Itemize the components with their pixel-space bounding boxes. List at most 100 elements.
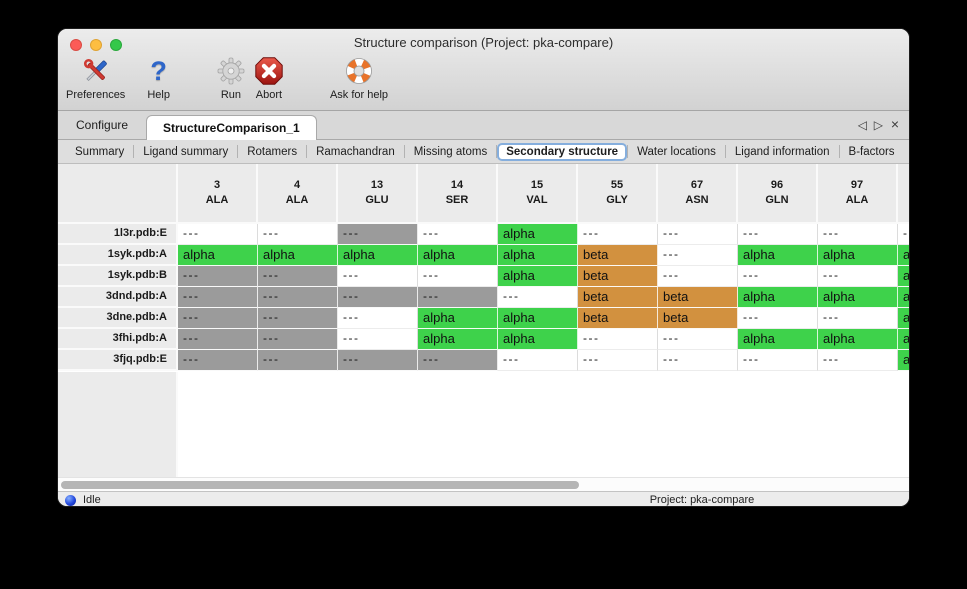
cell-blank[interactable]: ---	[578, 224, 658, 245]
cell-alpha[interactable]: alpha	[898, 287, 909, 308]
cell-alpha[interactable]: alpha	[738, 245, 818, 266]
cell-blank[interactable]: ---	[418, 224, 498, 245]
cell-alpha[interactable]: alpha	[418, 245, 498, 266]
horizontal-scrollbar-thumb[interactable]	[61, 481, 579, 489]
cell-missing[interactable]: ---	[178, 329, 258, 350]
subtab-ligand-summary[interactable]: Ligand summary	[143, 145, 229, 158]
cell-alpha[interactable]: alpha	[498, 308, 578, 329]
cell-alpha[interactable]: alpha	[898, 350, 909, 371]
cell-blank[interactable]: ---	[818, 350, 898, 371]
cell-alpha[interactable]: alpha	[498, 329, 578, 350]
cell-blank[interactable]: ---	[338, 329, 418, 350]
cell-blank[interactable]: ---	[338, 266, 418, 287]
minimize-window-button[interactable]	[90, 39, 102, 51]
cell-missing[interactable]: ---	[258, 350, 338, 371]
cell-missing[interactable]: ---	[258, 329, 338, 350]
cell-blank[interactable]: ---	[178, 224, 258, 245]
cell-alpha[interactable]: alpha	[898, 245, 909, 266]
cell-missing[interactable]: ---	[178, 287, 258, 308]
cell-blank[interactable]: ---	[658, 350, 738, 371]
cell-blank[interactable]: ---	[738, 350, 818, 371]
cell-missing[interactable]: ---	[338, 224, 418, 245]
help-button[interactable]: ? Help	[147, 54, 170, 101]
tab-structurecomparison-1[interactable]: StructureComparison_1	[146, 115, 317, 140]
zoom-window-button[interactable]	[110, 39, 122, 51]
cell-missing[interactable]: ---	[418, 350, 498, 371]
cell-beta[interactable]: beta	[578, 245, 658, 266]
cell-blank[interactable]: ---	[258, 224, 338, 245]
subtab-ligand-information[interactable]: Ligand information	[734, 145, 830, 158]
cell-alpha[interactable]: alpha	[498, 245, 578, 266]
close-window-button[interactable]	[70, 39, 82, 51]
cell-blank[interactable]: ---	[818, 266, 898, 287]
cell-blank[interactable]: ---	[898, 224, 909, 245]
cell-alpha[interactable]: alpha	[818, 329, 898, 350]
subtab-rotamers[interactable]: Rotamers	[247, 145, 298, 158]
cell-blank[interactable]: ---	[818, 224, 898, 245]
cell-blank[interactable]: ---	[658, 245, 738, 266]
cell-alpha[interactable]: alpha	[898, 266, 909, 287]
horizontal-scrollbar-track[interactable]	[58, 477, 909, 491]
cell-alpha[interactable]: alpha	[738, 329, 818, 350]
cell-blank[interactable]: ---	[738, 266, 818, 287]
tab-scroll-right-icon[interactable]: ▷	[873, 118, 883, 132]
cell-alpha[interactable]: alpha	[738, 287, 818, 308]
cell-alpha[interactable]: alpha	[258, 245, 338, 266]
subtab-ramachandran[interactable]: Ramachandran	[316, 145, 395, 158]
cell-alpha[interactable]: alpha	[818, 245, 898, 266]
cell-blank[interactable]: ---	[738, 224, 818, 245]
cell-beta[interactable]: beta	[578, 308, 658, 329]
cell-missing[interactable]: ---	[178, 308, 258, 329]
cell-missing[interactable]: ---	[258, 287, 338, 308]
cell-blank[interactable]: ---	[658, 224, 738, 245]
subtab-b-factors[interactable]: B-factors	[848, 145, 895, 158]
residue-name: VAL	[526, 194, 548, 206]
ask-for-help-button[interactable]: Ask for help	[330, 54, 388, 101]
cell-missing[interactable]: ---	[178, 266, 258, 287]
cell-missing[interactable]: ---	[258, 308, 338, 329]
cell-blank[interactable]: ---	[578, 329, 658, 350]
subtab-secondary-structure[interactable]: Secondary structure	[497, 142, 628, 161]
cell-missing[interactable]: ---	[258, 266, 338, 287]
cell-beta[interactable]: beta	[578, 266, 658, 287]
tools-icon	[80, 54, 112, 88]
cell-alpha[interactable]: alpha	[418, 329, 498, 350]
cell-missing[interactable]: ---	[338, 350, 418, 371]
cell-blank[interactable]: ---	[818, 308, 898, 329]
subtab-water-locations[interactable]: Water locations	[637, 145, 716, 158]
cell-beta[interactable]: beta	[578, 287, 658, 308]
preferences-button[interactable]: Preferences	[66, 54, 125, 101]
cell-alpha[interactable]: alpha	[338, 245, 418, 266]
cell-alpha[interactable]: alpha	[898, 329, 909, 350]
cell-blank[interactable]: ---	[498, 287, 578, 308]
tab-scroll-left-icon[interactable]: ◁	[857, 118, 867, 132]
residue-name: ALA	[285, 194, 309, 206]
table-row: 1syk.pdb:B --- --- --- --- alpha beta --- --- ---…	[58, 266, 909, 287]
cell-blank[interactable]: ---	[738, 308, 818, 329]
cell-alpha[interactable]: alpha	[898, 308, 909, 329]
cell-blank[interactable]: ---	[658, 266, 738, 287]
cell-beta[interactable]: beta	[658, 287, 738, 308]
cell-missing[interactable]: ---	[418, 287, 498, 308]
cell-alpha[interactable]: alpha	[418, 308, 498, 329]
cell-alpha[interactable]: alpha	[178, 245, 258, 266]
cell-missing[interactable]: ---	[178, 350, 258, 371]
cell-blank[interactable]: ---	[498, 350, 578, 371]
cell-beta[interactable]: beta	[658, 308, 738, 329]
ask-for-help-label: Ask for help	[329, 89, 389, 101]
cell-alpha[interactable]: alpha	[498, 224, 578, 245]
run-button[interactable]: Run	[216, 54, 246, 101]
cell-alpha[interactable]: alpha	[498, 266, 578, 287]
tab-close-icon[interactable]: ×	[890, 116, 899, 132]
cell-missing[interactable]: ---	[338, 287, 418, 308]
cell-blank[interactable]: ---	[418, 266, 498, 287]
cell-blank[interactable]: ---	[338, 308, 418, 329]
abort-button[interactable]: Abort	[254, 54, 284, 101]
cell-blank[interactable]: ---	[578, 350, 658, 371]
tab-configure[interactable]: Configure	[76, 118, 129, 132]
column-header-55: 55 GLY	[578, 164, 658, 224]
subtab-summary[interactable]: Summary	[75, 145, 125, 158]
subtab-missing-atoms[interactable]: Missing atoms	[413, 145, 488, 158]
cell-alpha[interactable]: alpha	[818, 287, 898, 308]
cell-blank[interactable]: ---	[658, 329, 738, 350]
